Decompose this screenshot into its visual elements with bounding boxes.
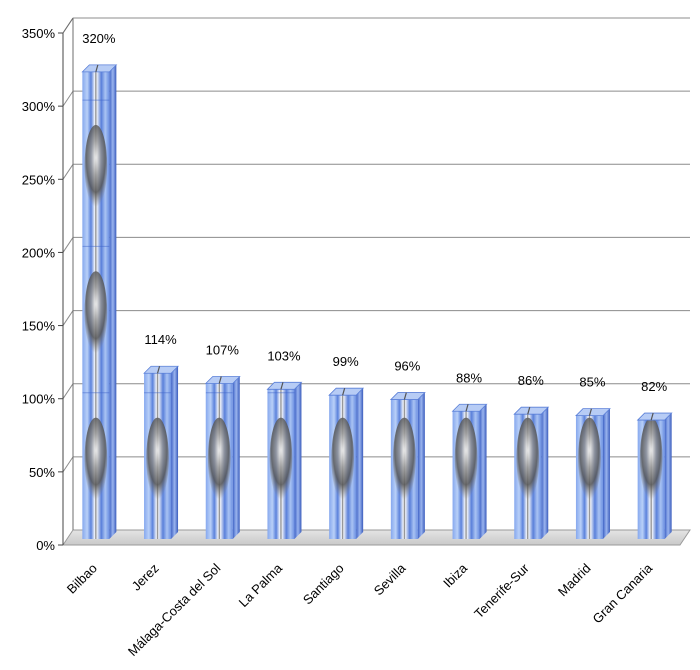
bar-pattern xyxy=(331,417,354,500)
x-tick-label: Santiago xyxy=(300,561,347,608)
bar-side xyxy=(109,64,117,539)
data-label: 320% xyxy=(82,31,116,46)
bar xyxy=(574,408,611,539)
bar xyxy=(143,365,180,539)
bar xyxy=(328,387,365,539)
bar xyxy=(204,376,241,539)
labels: 0% 50% 100% 150% 200% 250% 300% 350% 320% Bilbao 1… xyxy=(22,26,668,659)
axis-corner xyxy=(62,17,74,34)
bar-pattern xyxy=(267,392,295,500)
bar-side xyxy=(664,413,672,539)
y-tick-label: 50% xyxy=(29,465,55,480)
data-label: 114% xyxy=(144,332,177,347)
data-label: 82% xyxy=(641,379,667,394)
bar-side xyxy=(479,404,487,539)
data-label: 86% xyxy=(518,373,544,388)
bar-top xyxy=(266,381,303,390)
bar xyxy=(451,403,488,539)
y-tick-label: 150% xyxy=(22,319,56,334)
x-tick-label: Tenerife-Sur xyxy=(471,560,532,621)
bar-pattern xyxy=(144,392,172,500)
bar-side xyxy=(232,376,240,539)
gridline-side xyxy=(62,90,74,107)
bar-top xyxy=(636,412,673,421)
y-tick-label: 200% xyxy=(22,245,56,260)
bar-top xyxy=(574,408,611,417)
bar-pattern xyxy=(516,417,540,500)
bar-top xyxy=(389,392,426,400)
y-tick-label: 100% xyxy=(22,392,56,407)
bar-top xyxy=(204,376,241,384)
bar xyxy=(266,381,303,539)
bar-side xyxy=(356,388,364,539)
bars xyxy=(81,64,673,539)
x-tick-label: Madrid xyxy=(555,561,594,600)
bar-side xyxy=(294,382,302,539)
gridline-side xyxy=(62,164,74,180)
bar-pattern xyxy=(578,417,601,500)
bar-side xyxy=(602,408,610,539)
data-label: 107% xyxy=(206,342,240,357)
bar-side xyxy=(417,392,425,539)
bar-side xyxy=(541,407,549,539)
x-tick-label: Ibiza xyxy=(440,560,471,591)
bar xyxy=(636,412,673,539)
bar-pattern xyxy=(205,392,233,500)
bar-pattern xyxy=(82,99,110,500)
y-tick-label: 0% xyxy=(36,538,55,553)
bar-top xyxy=(513,406,550,415)
gridline-side xyxy=(62,383,74,399)
data-label: 85% xyxy=(579,375,605,390)
y-tick-label: 300% xyxy=(22,99,56,114)
gridline-side xyxy=(62,310,74,326)
bar xyxy=(389,392,426,539)
x-tick-label: Sevilla xyxy=(371,560,409,598)
data-label: 103% xyxy=(267,348,301,363)
x-tick-label: La Palma xyxy=(236,560,286,610)
gridline-side xyxy=(62,237,74,253)
bar xyxy=(513,406,550,539)
bar xyxy=(81,64,118,539)
data-label: 99% xyxy=(333,354,359,369)
data-label: 96% xyxy=(394,359,420,374)
y-tick-label: 250% xyxy=(22,172,56,187)
bar-top xyxy=(81,64,118,73)
bar-side xyxy=(171,366,179,539)
bar-top xyxy=(328,387,365,396)
bar-pattern xyxy=(454,417,478,500)
data-label: 88% xyxy=(456,370,482,385)
x-tick-label: Gran Canaria xyxy=(589,560,655,626)
bar-top xyxy=(143,365,180,374)
bar-pattern xyxy=(639,420,663,500)
y-tick-label: 350% xyxy=(22,26,56,41)
x-tick-label: Bilbao xyxy=(64,561,100,597)
bar-top xyxy=(451,403,488,412)
bar-pattern xyxy=(393,417,416,500)
x-tick-label: Jerez xyxy=(129,561,162,594)
gridline-side xyxy=(62,456,74,473)
